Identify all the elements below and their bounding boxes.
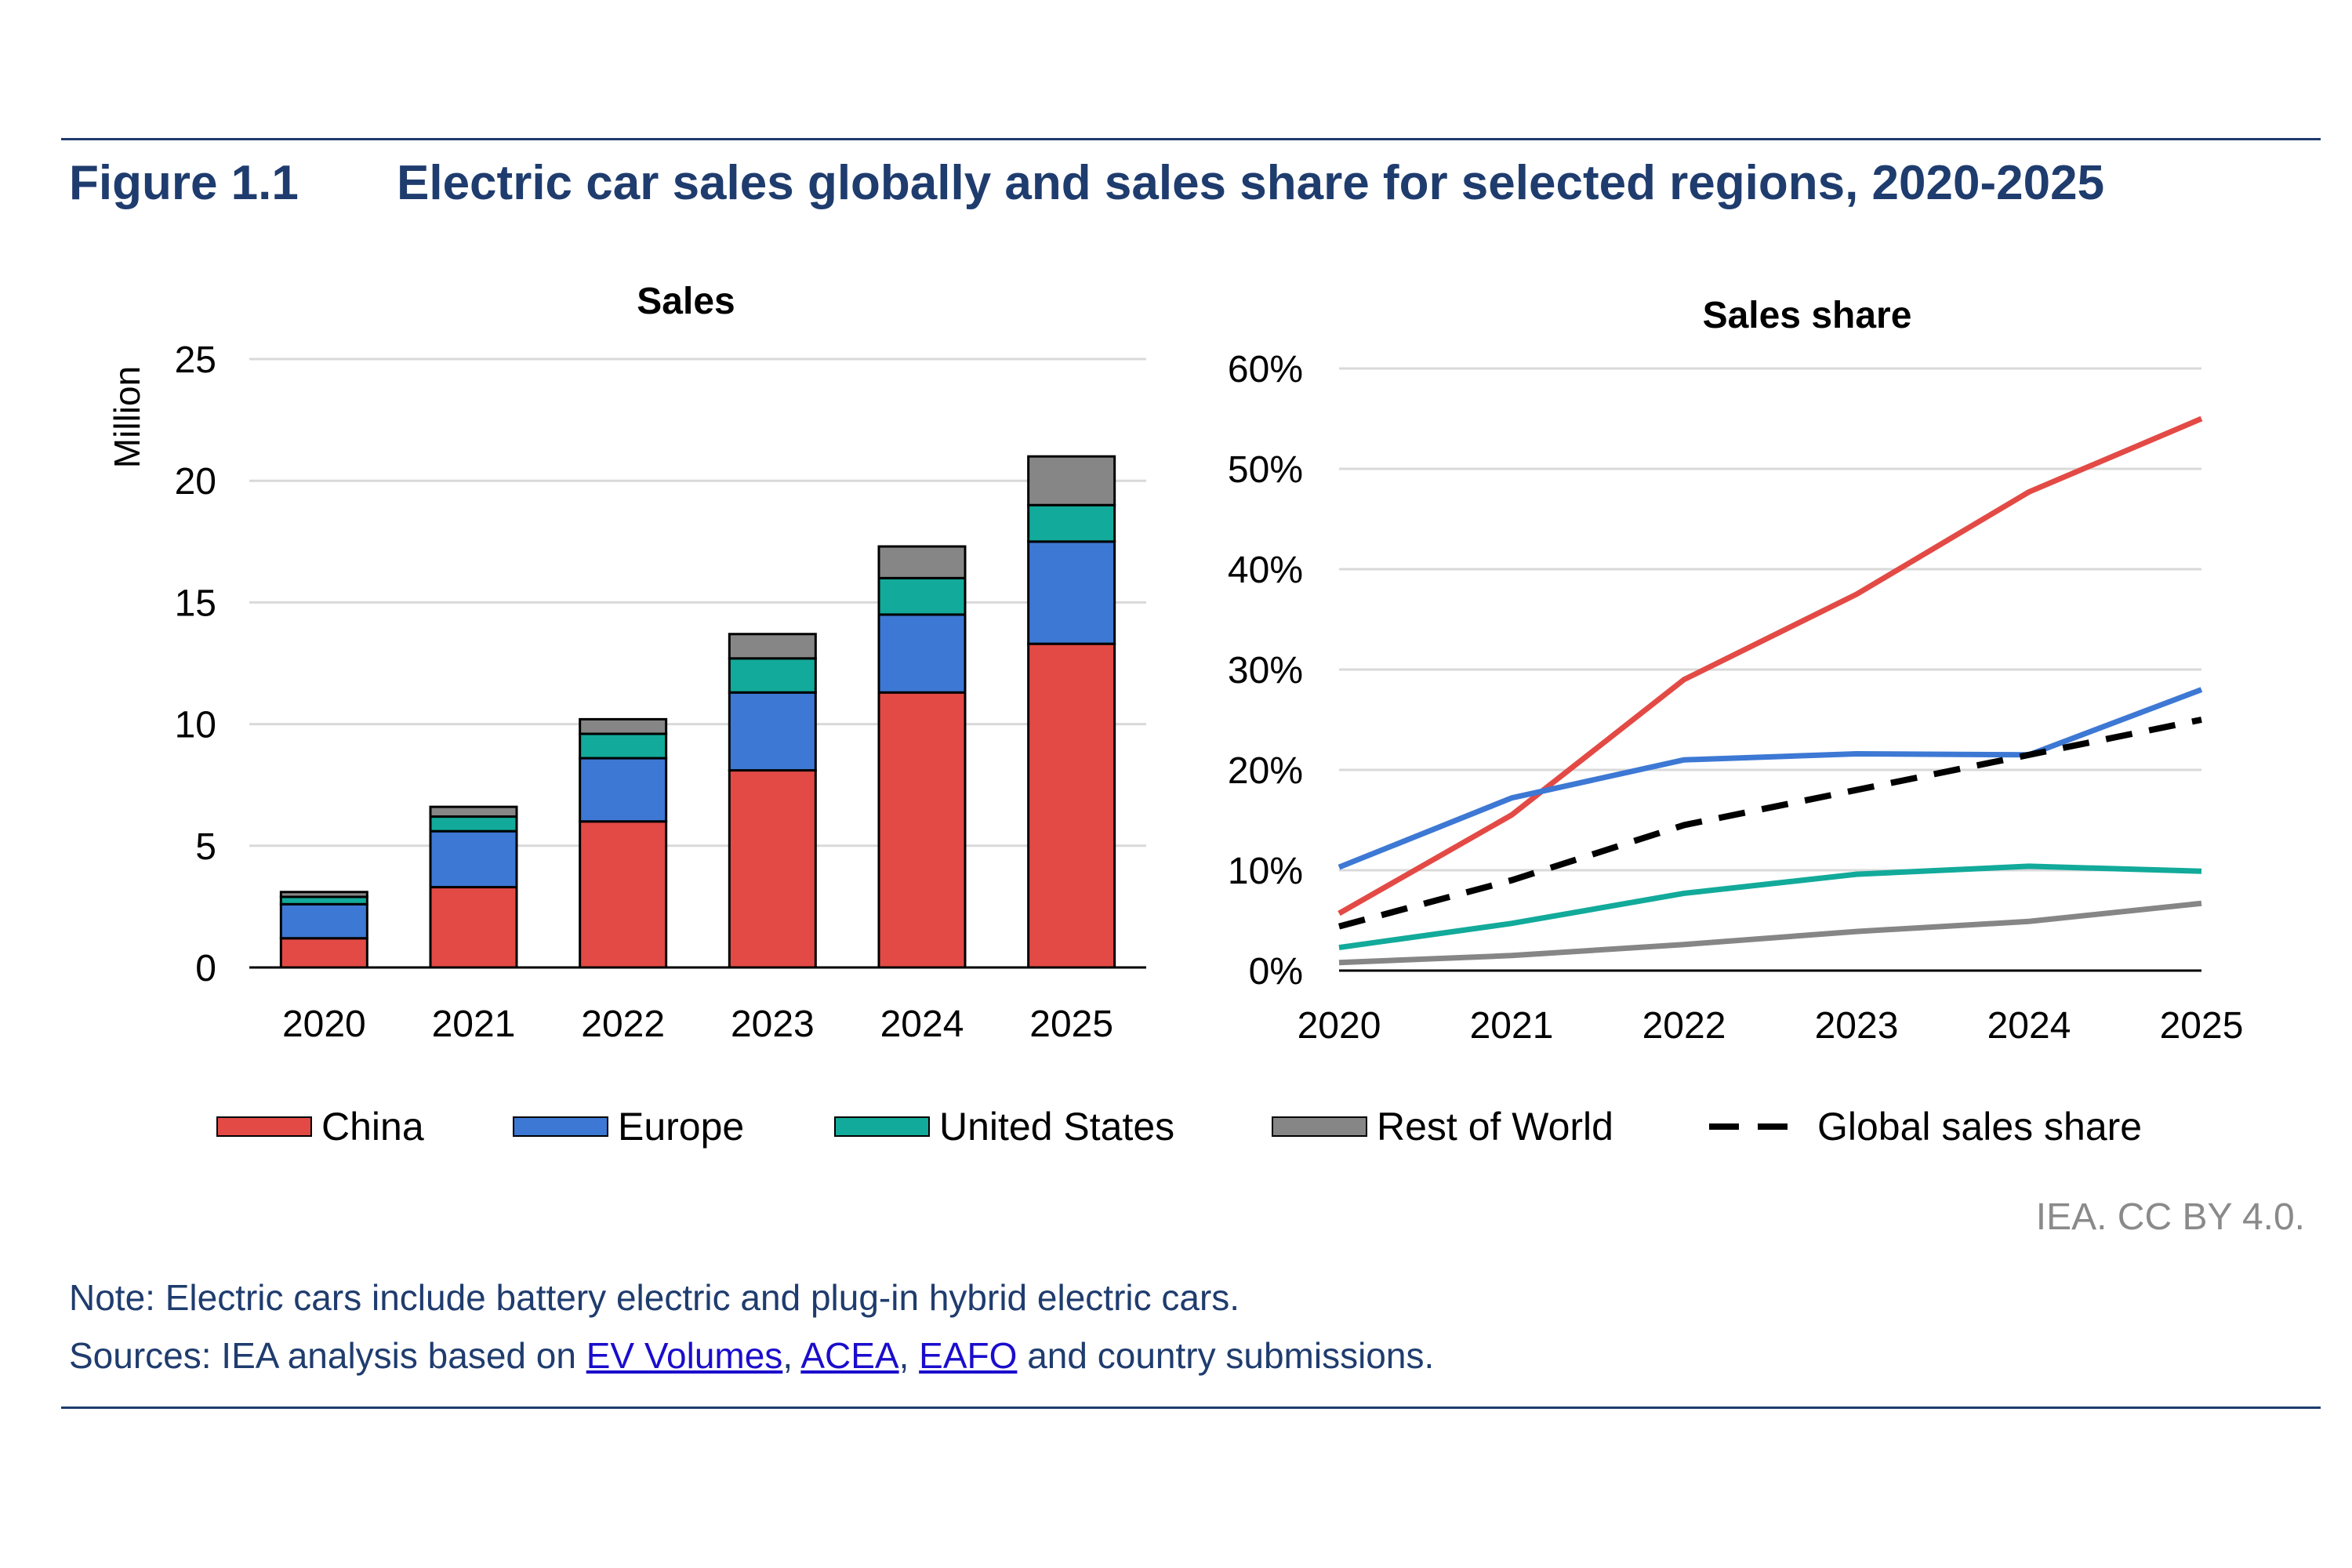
sales-chart-title: Sales [637,281,735,322]
legend-item-united-states: United States [834,1099,1174,1154]
figure-title: Electric car sales globally and sales sh… [397,156,2105,210]
share-y-tick-label: 60% [1228,349,1303,390]
share-x-tick-label: 2020 [1298,1005,1381,1047]
sales-y-tick-label: 10 [175,705,216,746]
legend-label-united-states: United States [939,1105,1175,1149]
bar-rest-of-world-2025 [1027,455,1116,506]
sources-suffix: and country submissions. [1017,1335,1435,1376]
legend-swatch-europe [513,1116,608,1137]
line-rest-of-world [1338,900,2202,966]
sales-y-tick-label: 0 [195,948,216,989]
sales-x-tick-label: 2023 [731,1004,815,1045]
legend-item-europe: Europe [513,1099,744,1154]
bar-china-2024 [877,691,967,969]
legend-swatch-united-states [834,1116,930,1137]
sales-share-chart-title: Sales share [1703,295,1912,336]
sales-x-tick-label: 2020 [282,1004,366,1045]
bar-united-states-2021 [429,815,518,833]
sales-y-tick-label: 25 [175,339,216,381]
credit: IEA. CC BY 4.0. [2035,1196,2305,1238]
bar-europe-2020 [279,902,368,940]
sales-y-axis-label: Million [107,366,147,468]
legend-item-china: China [216,1099,424,1154]
bar-europe-2024 [877,613,967,694]
sources-prefix: Sources: IEA analysis based on [69,1335,586,1376]
sales-x-tick-label: 2024 [880,1004,964,1045]
share-y-tick-label: 20% [1228,750,1303,792]
share-x-tick-label: 2025 [2160,1005,2244,1047]
share-y-tick-label: 30% [1228,650,1303,691]
sales-y-tick-label: 20 [175,461,216,503]
share-x-tick-label: 2023 [1815,1005,1899,1047]
bar-china-2020 [279,937,368,969]
figure-number: Figure 1.1 [69,156,299,210]
share-y-tick-label: 50% [1228,449,1303,491]
line-united-states [1338,863,2202,951]
note-line: Note: Electric cars include battery elec… [69,1277,1240,1318]
bar-china-2023 [728,769,817,969]
bar-rest-of-world-2022 [579,717,668,735]
legend-label-rest-of-world: Rest of World [1377,1105,1613,1149]
legend-swatch-rest-of-world [1272,1116,1367,1137]
line-global-sales-share [1338,717,2202,930]
share-x-tick-label: 2024 [1987,1005,2071,1047]
legend-label-europe: Europe [618,1105,745,1149]
bar-united-states-2025 [1027,503,1116,543]
sales-x-tick-label: 2022 [581,1004,665,1045]
bar-rest-of-world-2021 [429,805,518,818]
bar-china-2021 [429,886,518,969]
share-y-tick-label: 10% [1228,851,1303,892]
sales-x-tick-label: 2025 [1029,1004,1113,1045]
line-europe [1338,687,2203,870]
share-y-tick-label: 40% [1228,550,1303,591]
sales-y-tick-label: 5 [195,826,216,868]
bar-europe-2025 [1027,540,1116,645]
bar-china-2025 [1027,642,1116,969]
share-x-tick-label: 2021 [1470,1005,1554,1047]
bar-united-states-2023 [728,657,817,694]
line-china [1338,416,2203,916]
ev-volumes-link[interactable]: EV Volumes [586,1335,783,1376]
share-y-tick-label: 0% [1249,951,1303,993]
bar-rest-of-world-2020 [279,891,368,898]
sources-sep-2: , [898,1335,920,1376]
bottom-rule [61,1406,2321,1409]
legend-swatch-global [1709,1123,1788,1130]
sales-y-tick-label: 15 [175,583,216,624]
eafo-link[interactable]: EAFO [919,1335,1018,1376]
legend-item-rest-of-world: Rest of World [1272,1099,1613,1154]
bar-china-2022 [579,820,668,969]
top-rule [61,138,2321,140]
share-x-tick-label: 2022 [1642,1005,1726,1047]
acea-link[interactable]: ACEA [800,1335,899,1376]
bar-rest-of-world-2024 [877,545,967,579]
bar-europe-2021 [429,829,518,889]
legend: China Europe United States Rest of World… [0,1099,2352,1154]
legend-item-global: Global sales share [1675,1099,2142,1154]
sources-line: Sources: IEA analysis based on EV Volume… [69,1334,1434,1377]
legend-label-global: Global sales share [1817,1105,2143,1149]
legend-swatch-china [216,1116,312,1137]
bar-united-states-2024 [877,576,967,616]
sales-share-chart: Sales share 0% 10% 20% 30% 40% 50% 60% 2020 2021… [1228,295,2243,1047]
sales-x-tick-label: 2021 [432,1004,516,1045]
figure-heading: Figure 1.1 Electric car sales globally an… [69,155,2104,211]
bar-united-states-2022 [579,732,668,760]
bar-rest-of-world-2023 [728,633,817,660]
sources-sep-1: , [782,1335,801,1376]
bar-europe-2023 [728,691,817,772]
bar-europe-2022 [579,757,668,823]
legend-label-china: China [321,1105,424,1149]
